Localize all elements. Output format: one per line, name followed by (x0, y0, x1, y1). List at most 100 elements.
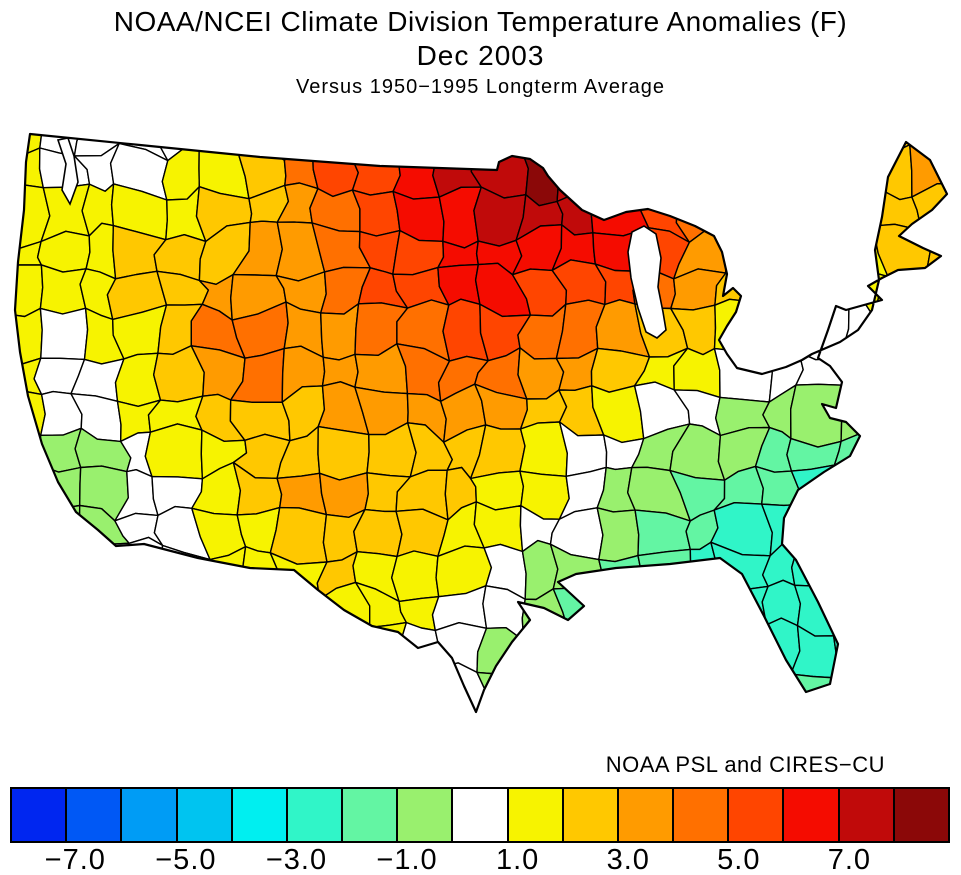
map-cell (15, 510, 50, 554)
map-cell (671, 621, 727, 671)
colorbar-cell-5 (285, 789, 342, 841)
map-cell (604, 134, 647, 163)
map-cell (923, 312, 947, 359)
map-cell (909, 134, 947, 153)
map-cell (625, 588, 680, 633)
map-cell (956, 465, 961, 519)
colorbar-cell-11 (616, 789, 673, 841)
map-cell (479, 706, 530, 712)
map-cell (568, 632, 598, 683)
colorbar-cell-2 (120, 789, 176, 841)
colorbar-tick-label: 5.0 (717, 844, 761, 875)
map-cell (798, 303, 850, 361)
credit-text: NOAA PSL and CIRES−CU (605, 752, 885, 777)
map-cell (437, 134, 487, 159)
map-cell (751, 267, 811, 307)
colorbar-tick-labels: −7.0 −5.0 −3.0 −1.0 1.0 3.0 5.0 7.0 (10, 844, 950, 875)
map-cell (15, 543, 44, 603)
map-cell (596, 507, 640, 563)
map-cell (598, 147, 636, 198)
map-cell (274, 596, 321, 636)
map-cell (914, 706, 947, 712)
map-cell (835, 134, 878, 158)
map-cell (80, 542, 130, 602)
map-cell (15, 264, 44, 318)
map-cell (631, 146, 686, 201)
map-cell (189, 587, 251, 643)
map-cell (356, 701, 403, 712)
map-cell (952, 146, 961, 188)
map-cell (710, 704, 767, 712)
map-cell (284, 625, 329, 680)
map-cell (675, 702, 728, 712)
map-cell (187, 633, 246, 676)
map-cell (676, 146, 719, 201)
map-cell (15, 662, 46, 712)
map-cell (238, 701, 284, 712)
map-cell (675, 661, 729, 711)
map-cell (395, 134, 452, 158)
colorbar-cell-8 (451, 789, 507, 841)
map-cell (749, 134, 801, 154)
map-cell (15, 464, 50, 520)
map-cell (359, 621, 408, 680)
colorbar-cell-10 (561, 789, 617, 841)
map-cell (598, 554, 643, 601)
map-cell (392, 144, 440, 200)
map-cell (926, 426, 947, 473)
map-cell (44, 621, 88, 675)
map-cell (725, 585, 769, 630)
colorbar-cell-13 (727, 789, 783, 841)
map-cell (955, 710, 961, 752)
map-cell (558, 672, 609, 712)
colorbar-cell-3 (175, 789, 231, 841)
map-cell (391, 698, 443, 712)
colorbar-cell-0 (12, 789, 66, 841)
colorbar-cell-1 (65, 789, 121, 841)
map-cell (751, 706, 802, 712)
map-cell (955, 345, 961, 398)
map-cell (714, 619, 768, 675)
map-cell (872, 312, 927, 359)
map-cell (871, 467, 929, 517)
map-cell (709, 146, 765, 202)
colorbar-cell-15 (837, 789, 893, 841)
map-cell (153, 594, 197, 641)
map-cell (318, 671, 361, 711)
colorbar-legend (10, 787, 950, 843)
map-cell (241, 587, 289, 637)
map-cell (790, 140, 841, 194)
map-cell (391, 550, 440, 603)
map-cell (952, 223, 961, 278)
map-cell (750, 185, 802, 234)
colorbar-cell-7 (396, 789, 452, 841)
map-cell (472, 134, 528, 159)
map-cell (151, 667, 197, 712)
map-cell (832, 596, 887, 639)
map-cell (950, 591, 961, 637)
map-cell (790, 134, 843, 154)
map-cell (151, 701, 201, 712)
map-cell (832, 627, 876, 679)
map-cell (235, 134, 293, 161)
colorbar-cell-16 (892, 789, 948, 841)
colorbar-cell-4 (230, 789, 286, 841)
map-cell (72, 705, 128, 712)
colorbar-cell-12 (672, 789, 728, 841)
map-cell (283, 134, 319, 161)
map-cell (790, 464, 836, 523)
map-cell (634, 134, 690, 163)
map-cell (551, 134, 609, 150)
map-cell (924, 589, 947, 638)
map-cell (911, 622, 947, 676)
map-cell (236, 634, 294, 673)
map-cell (829, 464, 886, 523)
map-cell (751, 301, 811, 354)
map-cell (805, 258, 850, 307)
map-cell (714, 660, 769, 709)
map-cell (40, 552, 88, 603)
map-cell (73, 673, 126, 712)
map-cell (838, 545, 887, 602)
map-cell (351, 189, 401, 237)
